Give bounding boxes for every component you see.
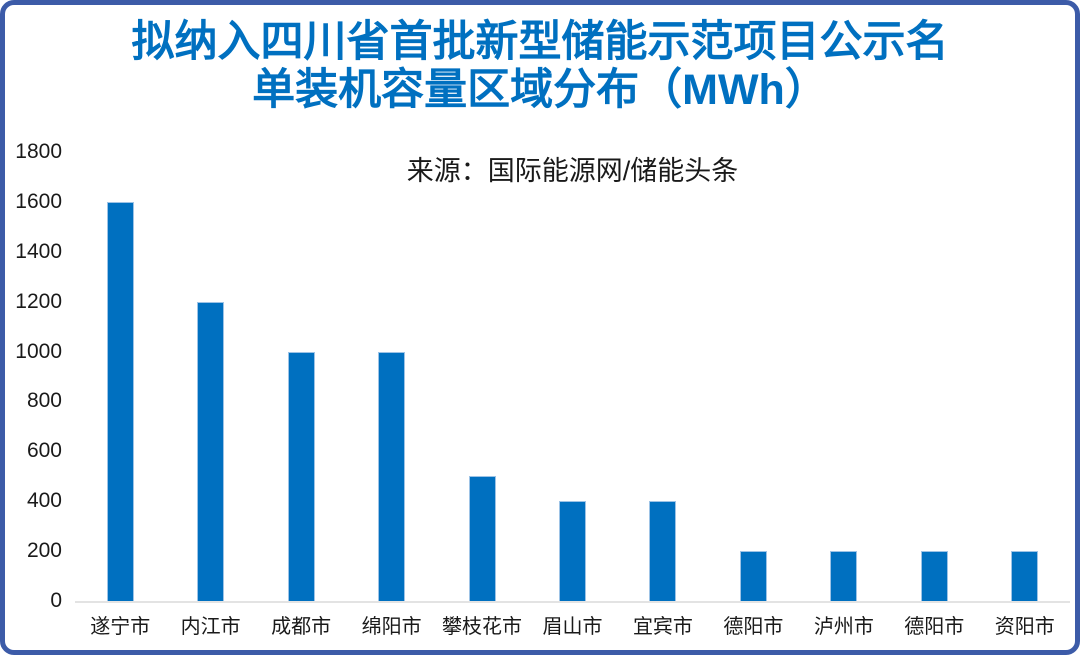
y-tick-label: 1600 (15, 189, 62, 213)
y-axis-labels: 1800 1600 1400 1200 1000 800 600 400 200 0 (5, 140, 62, 612)
x-tick-label: 德阳市 (904, 616, 965, 638)
bar-内江市 (197, 301, 225, 601)
bar-资阳市 (1011, 551, 1039, 601)
x-tick-label: 资阳市 (994, 616, 1055, 638)
bar-slot (980, 152, 1070, 601)
y-tick-label: 1800 (15, 140, 62, 163)
chart-subtitle: 来源：国际能源网/储能头条 (406, 156, 739, 186)
bar-slot (256, 152, 346, 601)
bar-遂宁市 (106, 201, 134, 601)
x-tick-label: 眉山市 (542, 616, 603, 638)
bar-slot (889, 152, 979, 601)
x-tick-label: 遂宁市 (90, 616, 151, 638)
bar-slot (165, 152, 255, 601)
bar-眉山市 (558, 501, 586, 601)
y-tick-label: 1400 (15, 239, 62, 263)
bar-德阳市 (920, 551, 948, 601)
bar-slot (708, 152, 798, 601)
x-tick-label: 攀枝花市 (442, 616, 523, 638)
bar-成都市 (287, 351, 315, 601)
chart-title-line2: 单装机容量区域分布（MWh） (252, 66, 828, 114)
bar-slot (75, 152, 165, 601)
plot-area (75, 152, 1070, 603)
x-tick-label: 成都市 (271, 616, 332, 638)
y-tick-label: 0 (50, 589, 62, 612)
x-tick-label: 绵阳市 (361, 616, 422, 638)
bar-slot (527, 152, 617, 601)
chart-title: 拟纳入四川省首批新型储能示范项目公示名 单装机容量区域分布（MWh） (5, 18, 1075, 114)
bar-德阳市 (739, 551, 767, 601)
y-tick-label: 200 (26, 539, 62, 563)
x-tick-label: 泸州市 (813, 616, 874, 638)
bar-slot (346, 152, 436, 601)
bar-slot (799, 152, 889, 601)
x-tick-label: 宜宾市 (632, 616, 693, 638)
bar-slot (618, 152, 708, 601)
y-tick-label: 1000 (15, 339, 62, 363)
bar-攀枝花市 (468, 476, 496, 601)
y-tick-label: 800 (26, 389, 62, 413)
chart-title-line1: 拟纳入四川省首批新型储能示范项目公示名 (131, 18, 949, 66)
y-tick-label: 400 (26, 489, 62, 513)
x-tick-label: 内江市 (180, 616, 241, 638)
bar-slot (437, 152, 527, 601)
bar-宜宾市 (649, 501, 677, 601)
x-tick-label: 德阳市 (723, 616, 784, 638)
y-tick-label: 600 (26, 439, 62, 463)
bar-绵阳市 (378, 351, 406, 601)
bar-泸州市 (830, 551, 858, 601)
x-axis-labels: 遂宁市 内江市 成都市 绵阳市 攀枝花市 眉山市 宜宾市 德阳市 泸州市 德阳市 资阳市 (75, 616, 1070, 638)
y-tick-label: 1200 (15, 289, 62, 313)
